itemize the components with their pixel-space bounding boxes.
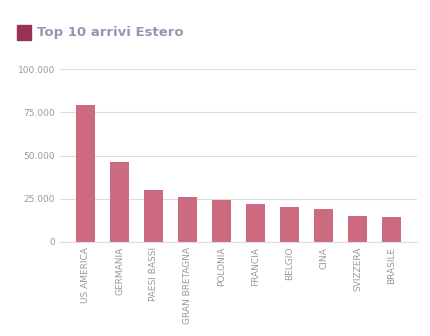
Bar xyxy=(314,209,333,242)
Bar xyxy=(111,162,129,242)
Bar xyxy=(144,190,163,242)
Bar xyxy=(178,197,197,242)
Bar xyxy=(280,207,299,242)
Bar xyxy=(77,106,95,242)
Bar xyxy=(246,204,265,242)
Bar xyxy=(348,216,367,242)
Text: Top 10 arrivi Estero: Top 10 arrivi Estero xyxy=(37,26,184,39)
Bar xyxy=(382,217,401,242)
Bar xyxy=(212,201,231,242)
